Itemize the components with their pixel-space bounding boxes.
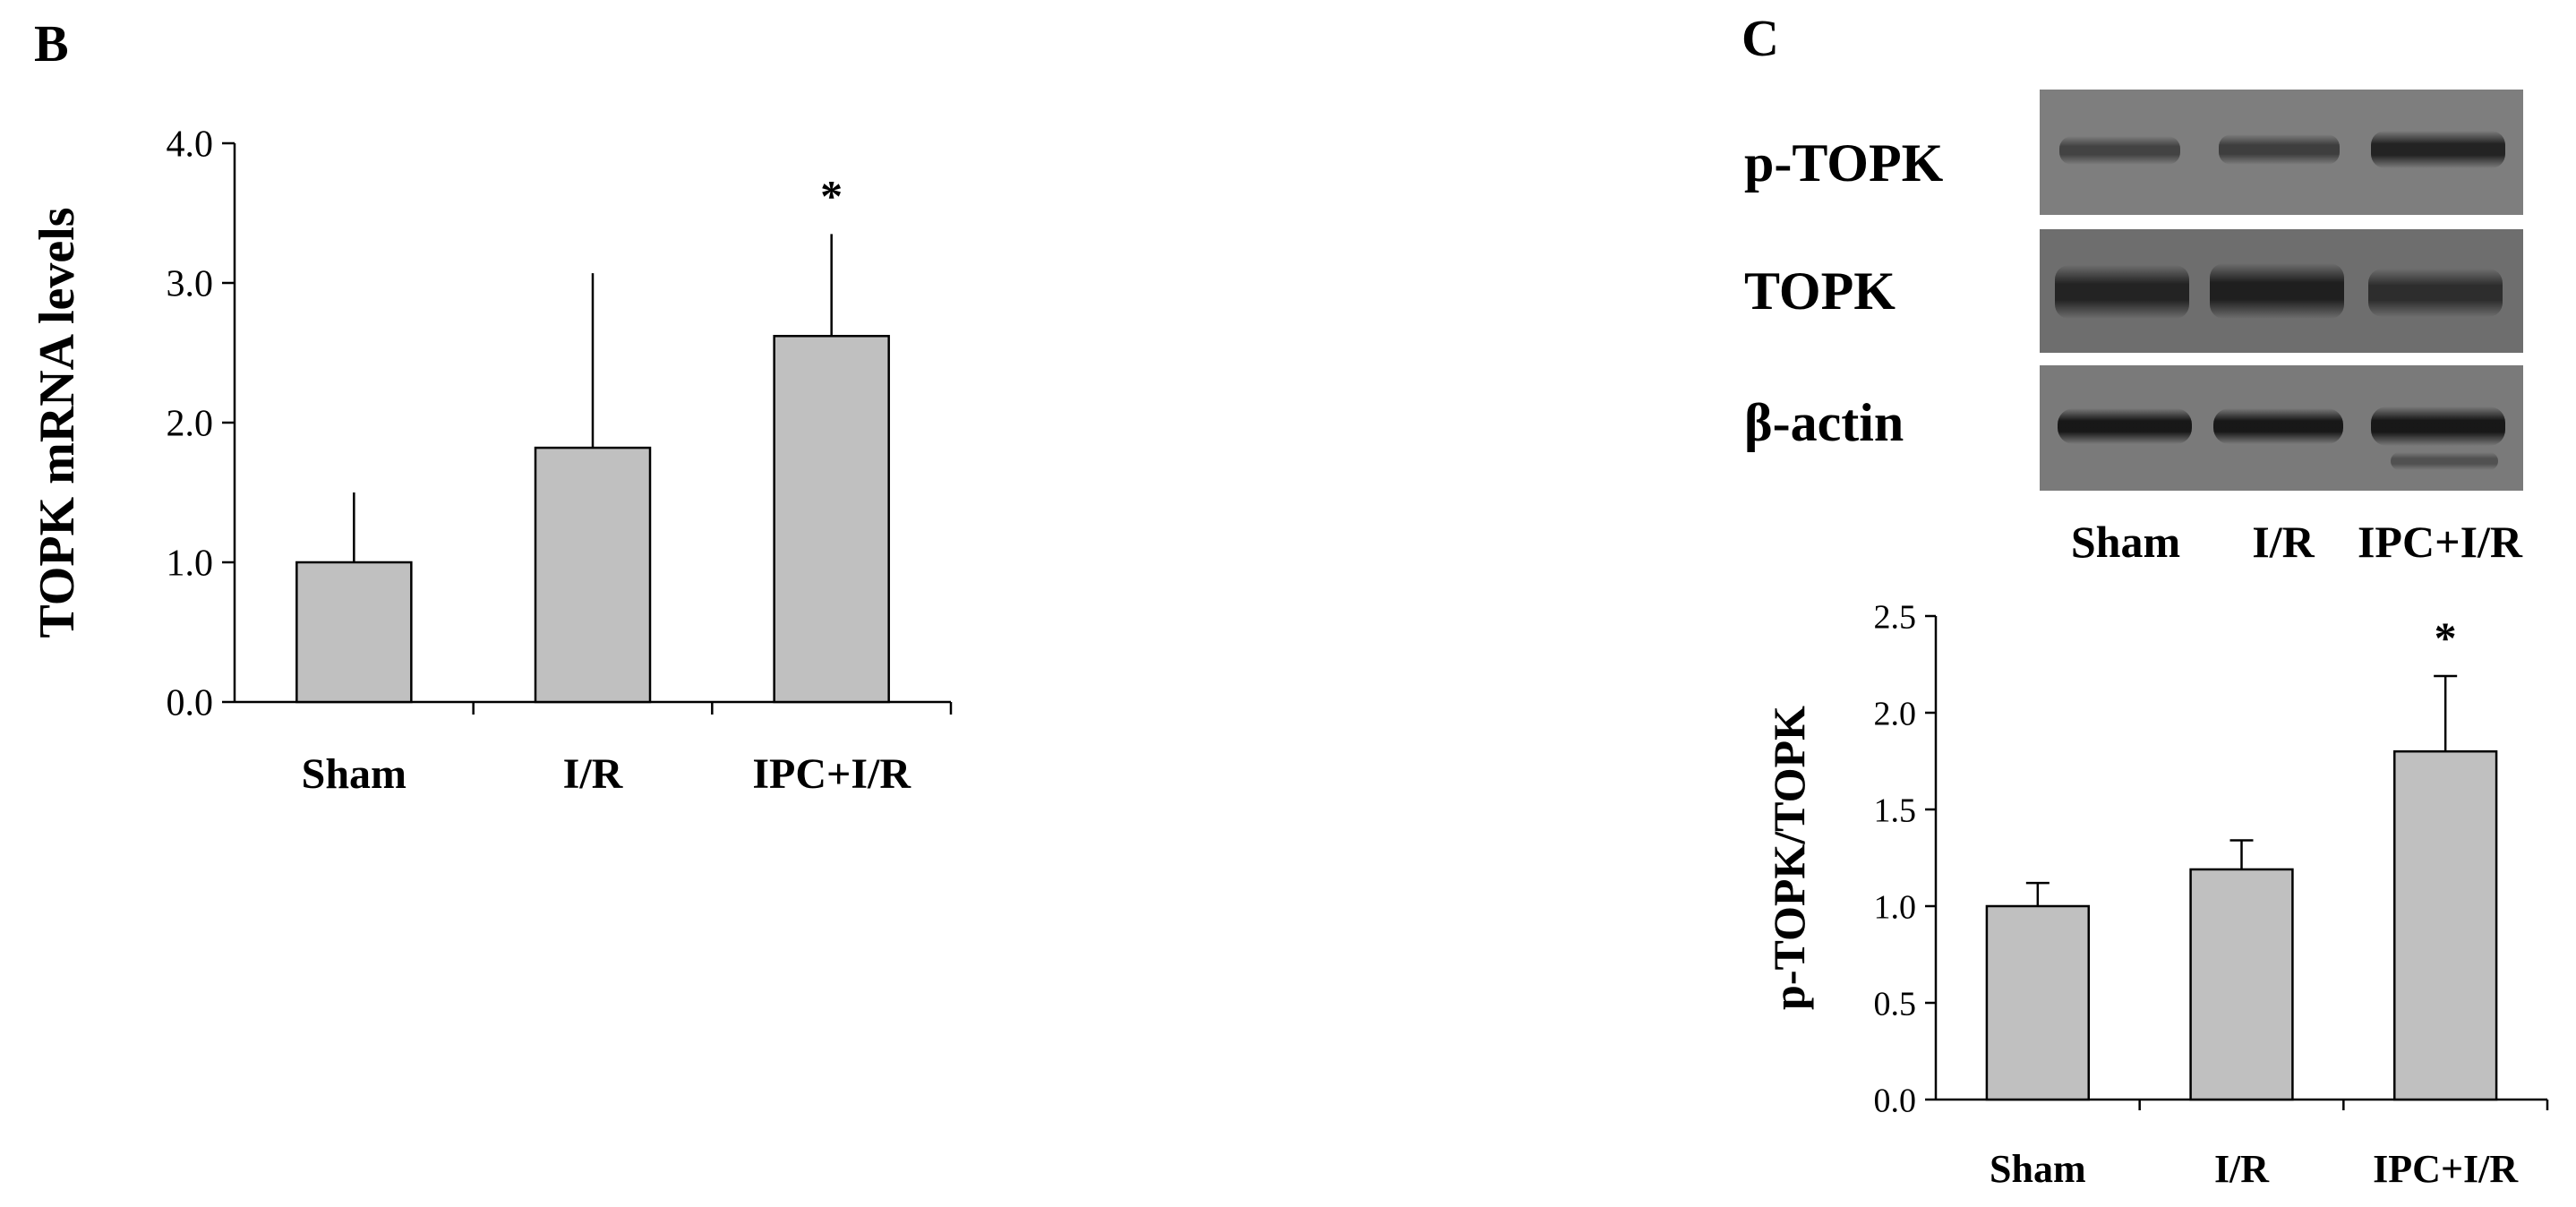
blot-row-label-p-topk: p-TOPK xyxy=(1744,133,1944,193)
y-tick-label: 3.0 xyxy=(167,264,214,305)
y-tick-label: 2.0 xyxy=(167,404,214,445)
panel-label-c: C xyxy=(1742,9,1779,67)
bar-sham xyxy=(295,561,413,704)
bar-i-r xyxy=(534,446,652,704)
significance-marker: * xyxy=(2435,612,2457,663)
blot-strip-topk xyxy=(2040,229,2523,353)
bar-ipc-i-r xyxy=(2393,749,2498,1101)
y-axis-label: TOPK mRNA levels xyxy=(30,207,85,638)
blot-lane-label-i-r: I/R xyxy=(2252,517,2315,567)
y-tick-label: 2.0 xyxy=(1874,695,1917,732)
blot-strip-p-topk xyxy=(2040,90,2523,215)
blot-strip-beta-actin xyxy=(2040,365,2523,491)
y-tick-label: 2.5 xyxy=(1874,598,1917,636)
x-tick-label: I/R xyxy=(563,750,624,798)
blot-lane-label-sham: Sham xyxy=(2071,517,2180,567)
y-tick-label: 0.5 xyxy=(1874,985,1917,1023)
y-tick-label: 0.0 xyxy=(1874,1082,1917,1119)
chart-c: 0.0 0.5 1.0 1.5 2.0 2.5 Sham I/R IPC+I/R * p-TOPK/… xyxy=(1764,598,2549,1191)
blot-row-label-topk: TOPK xyxy=(1744,261,1896,321)
x-tick-label: Sham xyxy=(1990,1147,2086,1191)
chart-b: 0.0 1.0 2.0 3.0 4.0 Sham I/R IPC+I/R * TOPK mRNA … xyxy=(30,124,953,798)
y-axis-label: p-TOPK/TOPK xyxy=(1764,706,1814,1010)
x-tick-label: IPC+I/R xyxy=(2373,1147,2519,1191)
y-tick-label: 4.0 xyxy=(167,124,214,166)
bar-ipc-i-r xyxy=(773,335,890,704)
x-tick-label: Sham xyxy=(302,750,407,798)
blot-lane-label-ipc-i-r: IPC+I/R xyxy=(2358,517,2523,567)
y-tick-label: 1.5 xyxy=(1874,792,1917,829)
blot-row-label-beta-actin: β-actin xyxy=(1744,393,1904,452)
y-tick-label: 1.0 xyxy=(167,544,214,585)
x-tick-label: I/R xyxy=(2214,1147,2270,1191)
bar-sham xyxy=(1985,904,2091,1101)
western-blot: p-TOPK TOPK β-actin Sham I/R IPC+I/R xyxy=(1744,90,2523,567)
y-tick-label: 1.0 xyxy=(1874,888,1917,926)
bar-i-r xyxy=(2189,868,2294,1101)
x-tick-label: IPC+I/R xyxy=(752,750,911,798)
y-tick-label: 0.0 xyxy=(167,683,214,724)
significance-marker: * xyxy=(820,170,843,220)
panel-label-b: B xyxy=(34,14,69,73)
